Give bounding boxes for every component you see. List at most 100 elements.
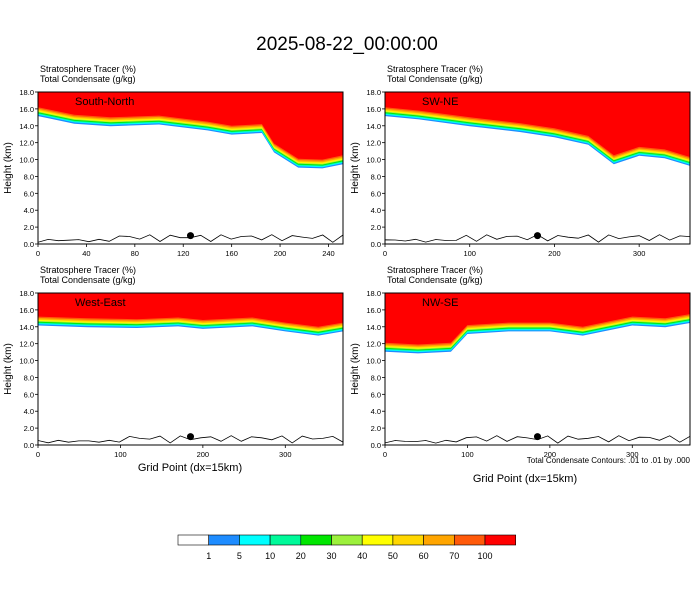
plot-frame <box>384 91 691 245</box>
y-axis-label: Height (km) <box>350 142 361 194</box>
colorbar-swatch <box>423 534 455 546</box>
tracer-field <box>385 293 690 445</box>
tracer-field <box>38 293 343 445</box>
x-tick-label: 100 <box>463 249 476 258</box>
colorbar-label: 10 <box>265 551 275 561</box>
tracer-field <box>385 92 690 244</box>
location-marker <box>534 433 541 441</box>
colorbar-label: 40 <box>357 551 367 561</box>
tracer-level-band <box>385 92 690 157</box>
colorbar-swatch <box>392 534 424 546</box>
plot-frame <box>37 91 344 245</box>
y-tick-label: 0.0 <box>371 240 381 249</box>
x-axis-label-right: Grid Point (dx=15km) <box>473 473 577 485</box>
y-tick-label: 2.0 <box>24 223 34 232</box>
header-condensate: Total Condensate (g/kg) <box>40 74 136 84</box>
plot-frame <box>384 292 691 446</box>
y-tick-label: 6.0 <box>371 390 381 399</box>
terrain-line <box>38 435 343 445</box>
y-tick-label: 0.0 <box>24 240 34 249</box>
panel-sw-ne: SW-NE Stratosphere Tracer (%)Total Conden… <box>350 64 691 258</box>
x-tick-label: 0 <box>36 450 40 459</box>
panel-label-nw-se: NW-SE <box>422 297 458 309</box>
y-tick-label: 4.0 <box>24 206 34 215</box>
colorbar-swatch <box>239 534 271 546</box>
colorbar-swatch <box>453 534 486 546</box>
x-tick-label: 120 <box>177 249 190 258</box>
y-tick-label: 10.0 <box>366 156 381 165</box>
panel-label-south-north: South-North <box>75 96 134 108</box>
y-tick-label: 4.0 <box>371 206 381 215</box>
y-tick-label: 16.0 <box>19 306 34 315</box>
header-tracer: Stratosphere Tracer (%) <box>40 265 136 275</box>
y-tick-label: 4.0 <box>371 407 381 416</box>
y-tick-label: 4.0 <box>24 407 34 416</box>
colorbar-label: 1 <box>206 551 211 561</box>
tracer-level-band <box>385 293 690 345</box>
x-tick-label: 200 <box>544 450 557 459</box>
colorbar-label: 100 <box>477 551 492 561</box>
location-marker <box>187 232 194 240</box>
x-tick-label: 240 <box>322 249 335 258</box>
colorbar-label: 70 <box>449 551 459 561</box>
y-tick-label: 8.0 <box>24 172 34 181</box>
y-axis-label: Height (km) <box>3 343 14 395</box>
colorbar-swatch <box>269 534 302 546</box>
y-tick-label: 2.0 <box>371 223 381 232</box>
tracer-field <box>38 92 343 244</box>
y-tick-label: 2.0 <box>24 424 34 433</box>
x-axis-label-left: Grid Point (dx=15km) <box>138 462 242 474</box>
y-tick-label: 14.0 <box>19 323 34 332</box>
y-tick-label: 10.0 <box>366 357 381 366</box>
header-tracer: Stratosphere Tracer (%) <box>40 64 136 74</box>
location-marker <box>534 232 541 240</box>
terrain-line <box>385 234 690 244</box>
y-tick-label: 18.0 <box>19 289 34 298</box>
header-tracer: Stratosphere Tracer (%) <box>387 64 483 74</box>
y-tick-label: 0.0 <box>371 441 381 450</box>
y-tick-label: 16.0 <box>19 105 34 114</box>
colorbar-swatch <box>361 534 394 546</box>
y-tick-label: 2.0 <box>371 424 381 433</box>
header-condensate: Total Condensate (g/kg) <box>40 275 136 285</box>
y-tick-label: 16.0 <box>366 105 381 114</box>
y-tick-label: 8.0 <box>371 373 381 382</box>
x-tick-label: 0 <box>36 249 40 258</box>
x-tick-label: 200 <box>197 450 210 459</box>
tracer-level-band <box>38 293 343 327</box>
x-tick-label: 300 <box>279 450 292 459</box>
y-tick-label: 18.0 <box>366 88 381 97</box>
y-tick-label: 6.0 <box>371 189 381 198</box>
header-condensate: Total Condensate (g/kg) <box>387 74 483 84</box>
terrain-line <box>38 234 343 244</box>
y-tick-label: 12.0 <box>19 340 34 349</box>
colorbar-swatch <box>177 534 210 546</box>
y-tick-label: 18.0 <box>19 88 34 97</box>
x-tick-label: 0 <box>383 450 387 459</box>
y-tick-label: 6.0 <box>24 390 34 399</box>
y-tick-label: 10.0 <box>19 357 34 366</box>
x-tick-label: 100 <box>461 450 474 459</box>
x-tick-label: 80 <box>131 249 139 258</box>
colorbar-label: 60 <box>419 551 429 561</box>
x-tick-label: 160 <box>225 249 238 258</box>
y-tick-label: 8.0 <box>371 172 381 181</box>
colorbar-swatch <box>300 534 332 546</box>
location-marker <box>187 433 194 441</box>
y-axis-label: Height (km) <box>350 343 361 395</box>
contour-note: Total Condensate Contours: .01 to .01 by… <box>527 456 691 465</box>
y-tick-label: 12.0 <box>366 139 381 148</box>
x-tick-label: 200 <box>274 249 287 258</box>
y-tick-label: 14.0 <box>19 122 34 131</box>
colorbar-label: 50 <box>388 551 398 561</box>
x-tick-label: 200 <box>548 249 561 258</box>
colorbar-swatch <box>484 534 517 546</box>
y-tick-label: 12.0 <box>366 340 381 349</box>
tracer-level-band <box>38 92 343 160</box>
colorbar-swatch <box>331 534 363 546</box>
colorbar-label: 5 <box>237 551 242 561</box>
y-tick-label: 14.0 <box>366 122 381 131</box>
colorbar-label: 20 <box>296 551 306 561</box>
y-tick-label: 10.0 <box>19 156 34 165</box>
